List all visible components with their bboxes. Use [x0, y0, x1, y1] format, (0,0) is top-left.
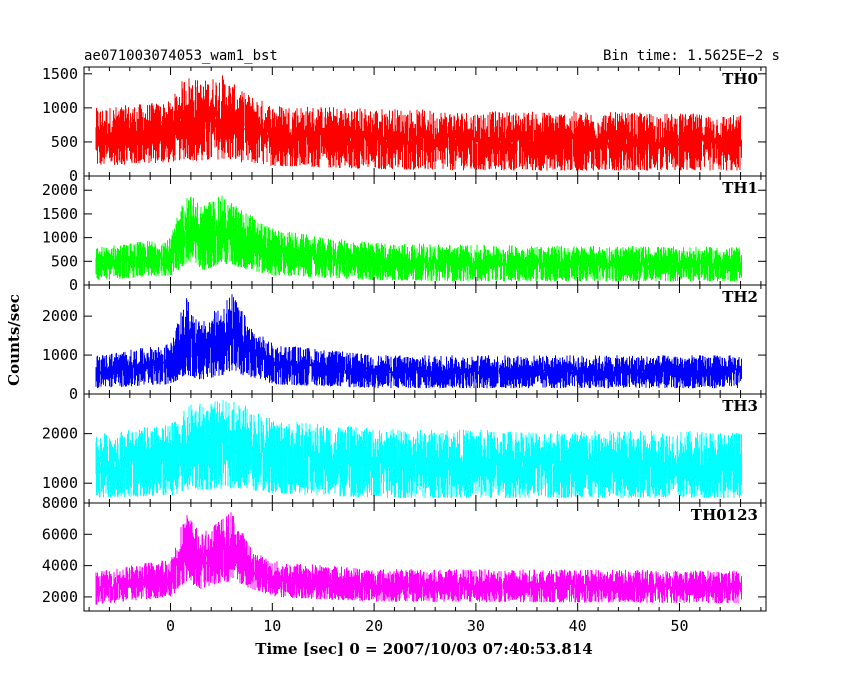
x-tick-label: 40: [569, 617, 587, 635]
y-tick-label: 1000: [42, 99, 78, 117]
panel-label-th0: TH0: [722, 70, 758, 88]
y-tick-label: 2000: [42, 425, 78, 443]
y-tick-label: 2000: [42, 588, 78, 606]
x-tick-label: 30: [467, 617, 485, 635]
panels-group: TH0 0 500 1000 1500 TH1 0 500 1000 1500 2000 TH2 0 10…: [42, 65, 767, 612]
y-tick-label: 1000: [42, 346, 78, 364]
x-tick-label: 0: [166, 617, 175, 635]
y-tick-label: 1000: [42, 229, 78, 247]
panel-label-th1: TH1: [722, 179, 758, 197]
y-tick-label: 500: [51, 133, 78, 151]
series-th0-trace: [95, 75, 742, 171]
panel-label-th2: TH2: [722, 288, 758, 306]
y-tick-label: 8000: [42, 494, 78, 512]
y-tick-label: 1500: [42, 65, 78, 83]
series-th2-trace: [95, 294, 742, 389]
y-tick-label: 500: [51, 252, 78, 270]
y-axis-label: Counts/sec: [5, 294, 23, 386]
y-tick-label: 0: [69, 385, 78, 403]
y-tick-label: 2000: [42, 307, 78, 325]
y-tick-label: 6000: [42, 525, 78, 543]
y-tick-label: 2000: [42, 181, 78, 199]
y-tick-label: 0: [69, 276, 78, 294]
y-tick-label: 0: [69, 167, 78, 185]
x-tick-label: 50: [670, 617, 688, 635]
panel-label-th3: TH3: [722, 397, 758, 415]
y-tick-label: 1500: [42, 205, 78, 223]
series-th3-trace: [95, 400, 742, 498]
chart-title-left: ae071003074053_wam1_bst: [84, 48, 278, 64]
x-tick-label: 10: [263, 617, 281, 635]
panel-frame-th0123: [83, 502, 767, 612]
series-th0123-trace: [95, 512, 742, 605]
panel-label-th0123: TH0123: [691, 506, 758, 524]
x-axis-tick-labels: 0 10 20 30 40 50: [166, 617, 689, 635]
x-tick-label: 20: [365, 617, 383, 635]
series-th1-trace: [95, 195, 742, 282]
y-tick-label: 4000: [42, 557, 78, 575]
y-tick-label: 1000: [42, 474, 78, 492]
x-axis-label: Time [sec] 0 = 2007/10/03 07:40:53.814: [255, 640, 592, 658]
chart-title-right: Bin time: 1.5625E−2 s: [603, 48, 780, 64]
